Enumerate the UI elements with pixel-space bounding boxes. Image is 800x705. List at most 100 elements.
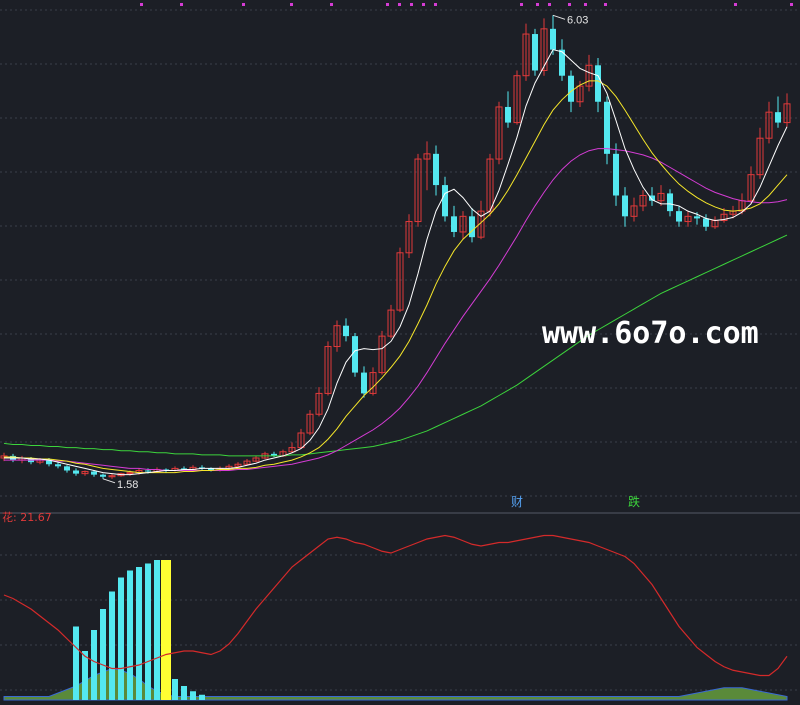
event-dot — [140, 3, 143, 6]
candle — [550, 15, 556, 55]
candle-body — [297, 432, 305, 449]
candle — [100, 473, 106, 479]
annotations: 6.03 1.58 财 跌 — [102, 14, 640, 509]
event-dot — [434, 3, 437, 6]
indicator-line — [3, 534, 788, 677]
indicator-bar — [82, 651, 88, 700]
moving-averages — [3, 49, 788, 476]
candle — [684, 211, 692, 227]
candle — [604, 96, 610, 165]
indicator-bar — [109, 591, 115, 700]
indicator-bar — [91, 630, 97, 700]
candle-body — [676, 211, 682, 222]
candle — [261, 451, 269, 460]
event-dot — [242, 3, 245, 6]
indicator-bar — [190, 691, 196, 700]
candle-body — [639, 195, 647, 207]
candle — [649, 187, 655, 206]
candle — [775, 96, 781, 128]
candle-body — [423, 153, 431, 160]
candle-body — [234, 463, 242, 467]
candle-body — [657, 192, 665, 202]
candle-body — [352, 336, 358, 373]
candle-body — [522, 33, 530, 77]
candle — [234, 462, 242, 468]
high-price-label: 6.03 — [567, 14, 588, 26]
candle — [747, 166, 755, 204]
signal-marker: 跌 — [628, 494, 640, 509]
candle-body — [550, 28, 556, 50]
candle-body — [756, 137, 764, 176]
candle-body — [414, 158, 422, 223]
candle-body — [532, 34, 538, 71]
candle-body — [775, 112, 781, 123]
candlesticks — [0, 15, 791, 479]
candle — [667, 189, 673, 217]
candle-body — [604, 101, 610, 154]
candle — [423, 141, 431, 191]
candle-body — [667, 193, 673, 212]
candle-body — [540, 28, 548, 72]
candle-body — [181, 468, 187, 470]
candle-body — [55, 464, 61, 467]
candle — [405, 214, 413, 258]
candle — [630, 197, 638, 222]
candle-body — [433, 153, 439, 186]
candle-body — [369, 372, 377, 394]
candle-body — [361, 372, 367, 394]
candle-body — [703, 218, 709, 227]
low-price-label: 1.58 — [117, 479, 138, 491]
candle-body — [396, 252, 404, 311]
candle-body — [91, 471, 97, 475]
high-pointer — [552, 14, 566, 20]
candle — [288, 442, 296, 453]
candle — [703, 214, 709, 231]
candle-body — [459, 215, 467, 233]
candle — [361, 366, 367, 398]
candle — [459, 211, 467, 240]
event-dot — [548, 3, 551, 6]
candle-body — [306, 413, 314, 434]
candle — [352, 333, 358, 377]
candle-body — [442, 185, 448, 217]
candle — [243, 459, 251, 466]
candle — [414, 153, 422, 227]
candle — [108, 473, 116, 479]
event-dot — [180, 3, 183, 6]
candle — [315, 387, 323, 417]
event-dot — [536, 3, 539, 6]
candle — [639, 190, 647, 212]
candle — [495, 101, 503, 165]
event-dot — [410, 3, 413, 6]
event-dot — [568, 3, 571, 6]
candle — [559, 39, 565, 81]
candle-body — [126, 472, 134, 475]
candle-body — [271, 453, 277, 456]
candle-body — [469, 216, 475, 238]
candle — [622, 187, 628, 227]
event-dot — [330, 3, 333, 6]
event-dot — [386, 3, 389, 6]
indicator-bar — [199, 694, 205, 700]
candle-body — [505, 106, 511, 123]
candle — [91, 470, 97, 477]
event-dot — [604, 3, 607, 6]
candle — [199, 465, 205, 471]
candle — [532, 28, 538, 76]
ma-mid-line — [4, 80, 788, 474]
event-dot — [422, 3, 425, 6]
candle-body — [387, 309, 395, 337]
indicator-bar — [100, 609, 106, 700]
candle — [613, 143, 619, 206]
candle-body — [333, 325, 341, 348]
indicator-label: 花: 21.67 — [2, 511, 52, 524]
indicator-bar — [127, 570, 133, 700]
candle — [81, 470, 89, 476]
candle-body — [81, 471, 89, 475]
candle-body — [208, 468, 214, 471]
candle-body — [108, 475, 116, 478]
candle-body — [163, 469, 169, 471]
ma-slow-line — [4, 148, 788, 471]
event-dot — [790, 3, 793, 6]
